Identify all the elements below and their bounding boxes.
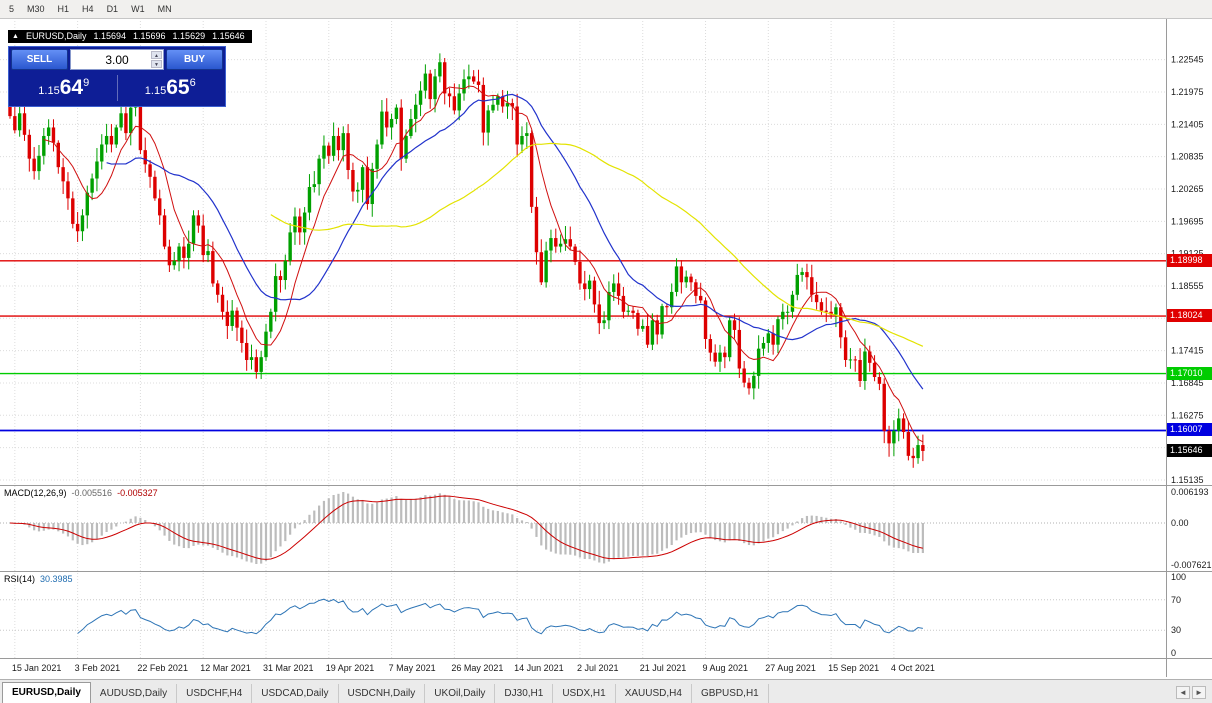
sell-price-pip: 9: [83, 77, 90, 89]
svg-text:27 Aug 2021: 27 Aug 2021: [765, 663, 816, 673]
timeframe-button-mn[interactable]: MN: [157, 4, 172, 14]
svg-text:3 Feb 2021: 3 Feb 2021: [75, 663, 121, 673]
macd-indicator-label: MACD(12,26,9) -0.005516 -0.005327: [4, 488, 158, 498]
volume-value: 3.00: [105, 52, 129, 67]
sell-price-display[interactable]: 1.15649: [11, 76, 117, 100]
svg-text:1.18555: 1.18555: [1171, 281, 1204, 291]
timeframe-button-d1[interactable]: D1: [106, 4, 119, 14]
chart-tab-usdchf-h4[interactable]: USDCHF,H4: [177, 684, 253, 703]
svg-text:1.20835: 1.20835: [1171, 152, 1204, 162]
rsi-line: [77, 598, 923, 635]
macd-histogram: [13, 492, 924, 564]
macd-signal-line: [9, 495, 923, 560]
svg-text:1.19695: 1.19695: [1171, 216, 1204, 226]
tabs-scroll-left-icon[interactable]: ◄: [1176, 686, 1190, 699]
svg-text:19 Apr 2021: 19 Apr 2021: [326, 663, 375, 673]
svg-text:1.17415: 1.17415: [1171, 346, 1204, 356]
volume-spinner: ▲ ▼: [151, 51, 162, 68]
svg-text:0.006193: 0.006193: [1171, 487, 1209, 497]
chart-tab-ukoil-daily[interactable]: UKOil,Daily: [425, 684, 496, 703]
chart-tabs: EURUSD,Daily AUDUSD,Daily USDCHF,H4 USDCAD,…: [0, 679, 769, 703]
svg-text:1.21405: 1.21405: [1171, 119, 1204, 129]
svg-text:1.21975: 1.21975: [1171, 87, 1204, 97]
svg-text:70: 70: [1171, 595, 1181, 605]
tabs-scroll-right-icon[interactable]: ►: [1192, 686, 1206, 699]
svg-text:1.16275: 1.16275: [1171, 410, 1204, 420]
svg-text:1.16845: 1.16845: [1171, 378, 1204, 388]
svg-text:1.19125: 1.19125: [1171, 249, 1204, 259]
svg-text:14 Jun 2021: 14 Jun 2021: [514, 663, 564, 673]
svg-text:-0.007621: -0.007621: [1171, 560, 1212, 570]
ohlc-open: 1.15694: [93, 31, 126, 41]
timeframe-button-w1[interactable]: W1: [131, 4, 145, 14]
timeframe-button-m30[interactable]: M30: [27, 4, 45, 14]
volume-up-icon[interactable]: ▲: [151, 51, 162, 59]
svg-text:31 Mar 2021: 31 Mar 2021: [263, 663, 314, 673]
buy-price-pip: 6: [189, 77, 196, 89]
svg-text:15 Sep 2021: 15 Sep 2021: [828, 663, 879, 673]
chart-tab-xauusd-h4[interactable]: XAUUSD,H4: [616, 684, 692, 703]
timeframe-button-h4[interactable]: H4: [82, 4, 94, 14]
svg-text:1.22545: 1.22545: [1171, 55, 1204, 65]
svg-text:30: 30: [1171, 625, 1181, 635]
svg-text:100: 100: [1171, 572, 1186, 582]
svg-text:1.20265: 1.20265: [1171, 184, 1204, 194]
svg-text:0.00: 0.00: [1171, 518, 1189, 528]
macd-name: MACD(12,26,9): [4, 488, 67, 498]
panel-toggle-icon[interactable]: ▲: [12, 33, 19, 40]
ma-55-line: [270, 142, 924, 347]
svg-text:2 Jul 2021: 2 Jul 2021: [577, 663, 619, 673]
ohlc-high: 1.15696: [133, 31, 166, 41]
timeframe-button-5[interactable]: 5: [9, 4, 15, 14]
ohlc-close: 1.15646: [212, 31, 245, 41]
svg-text:4 Oct 2021: 4 Oct 2021: [891, 663, 935, 673]
chart-tab-audusd-daily[interactable]: AUDUSD,Daily: [91, 684, 178, 703]
ohlc-low: 1.15629: [172, 31, 206, 41]
svg-text:15 Jan 2021: 15 Jan 2021: [12, 663, 62, 673]
chart-tab-usdcnh-daily[interactable]: USDCNH,Daily: [339, 684, 426, 703]
sell-button[interactable]: SELL: [11, 49, 68, 70]
ohlc-symbol: EURUSD,Daily: [25, 31, 87, 41]
price-chart-canvas[interactable]: 0.006193 0.00 -0.007621 100 70 30 0 1.22545 1.21…: [0, 0, 1212, 679]
buy-price-display[interactable]: 1.15656: [118, 76, 224, 100]
svg-text:26 May 2021: 26 May 2021: [451, 663, 503, 673]
ma-8-line: [43, 85, 924, 443]
horizontal-level-lines: [0, 260, 1166, 432]
sell-price-big: 64: [59, 76, 84, 99]
chart-tab-usdcad-daily[interactable]: USDCAD,Daily: [252, 684, 339, 703]
ma-21-line: [106, 93, 924, 390]
rsi-indicator-label: RSI(14) 30.3985: [4, 574, 73, 584]
svg-text:21 Jul 2021: 21 Jul 2021: [640, 663, 687, 673]
tab-scroll-controls: ◄ ►: [1176, 686, 1212, 703]
svg-text:9 Aug 2021: 9 Aug 2021: [703, 663, 749, 673]
svg-text:12 Mar 2021: 12 Mar 2021: [200, 663, 251, 673]
chart-tab-eurusd-daily[interactable]: EURUSD,Daily: [2, 682, 91, 703]
svg-text:1.15135: 1.15135: [1171, 475, 1204, 485]
one-click-trading-panel: SELL 3.00 ▲ ▼ BUY 1.15649 1.15656: [8, 46, 226, 107]
chart-tab-usdx-h1[interactable]: USDX,H1: [553, 684, 616, 703]
svg-text:22 Feb 2021: 22 Feb 2021: [137, 663, 188, 673]
chart-tab-dj30-h1[interactable]: DJ30,H1: [495, 684, 554, 703]
rsi-value: 30.3985: [40, 574, 73, 584]
rsi-name: RSI(14): [4, 574, 36, 584]
chart-tab-bar: EURUSD,Daily AUDUSD,Daily USDCHF,H4 USDCAD,…: [0, 679, 1212, 703]
buy-price-big: 65: [166, 76, 190, 99]
ohlc-strip: ▲ EURUSD,Daily 1.15694 1.15696 1.15629 1…: [8, 30, 252, 43]
buy-price-prefix: 1.15: [144, 85, 167, 97]
buy-button[interactable]: BUY: [166, 49, 223, 70]
sell-price-prefix: 1.15: [38, 85, 60, 97]
svg-text:0: 0: [1171, 648, 1176, 658]
svg-text:7 May 2021: 7 May 2021: [389, 663, 436, 673]
volume-down-icon[interactable]: ▼: [151, 60, 162, 68]
volume-field[interactable]: 3.00 ▲ ▼: [70, 49, 164, 70]
macd-main-value: -0.005516: [71, 488, 113, 498]
timeframe-toolbar: 5 M30 H1 H4 D1 W1 MN: [0, 0, 1212, 19]
macd-signal-value: -0.005327: [117, 488, 158, 498]
timeframe-button-h1[interactable]: H1: [57, 4, 70, 14]
bid-ask-display: 1.15649 1.15656: [11, 72, 223, 104]
price-divider: [116, 75, 118, 101]
chart-tab-gbpusd-h1[interactable]: GBPUSD,H1: [692, 684, 769, 703]
